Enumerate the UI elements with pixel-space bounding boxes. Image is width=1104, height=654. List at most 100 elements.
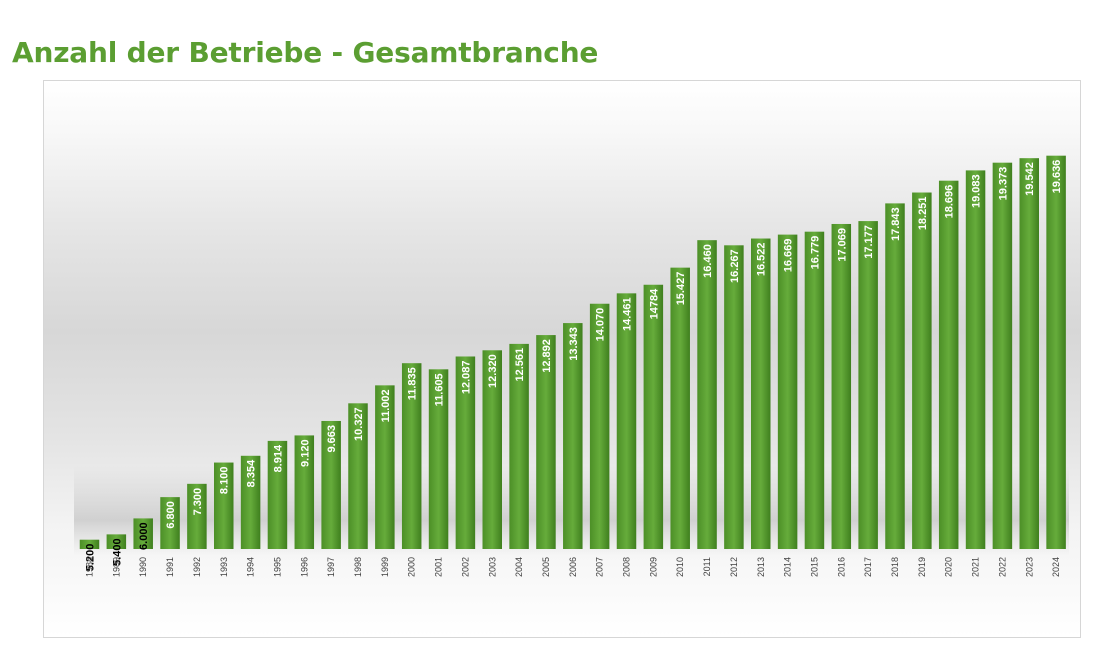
data-label-1999: 11.002 <box>380 389 392 422</box>
x-tick-2001: 2001 <box>434 557 444 577</box>
x-tick-2013: 2013 <box>756 557 766 577</box>
data-label-1992: 7.300 <box>192 488 204 516</box>
data-label-1994: 8.354 <box>246 459 258 487</box>
x-tick-1995: 1995 <box>272 557 282 577</box>
x-tick-2018: 2018 <box>890 557 900 577</box>
x-tick-2004: 2004 <box>514 557 524 577</box>
x-tick-2008: 2008 <box>622 557 632 577</box>
bar-chart: 5.200 5.400 6.000 6.800 7.300 8.100 8.354 8.914… <box>74 155 1069 577</box>
data-label-1990: 6.000 <box>138 522 150 550</box>
data-label-2021: 19.083 <box>971 174 983 208</box>
data-label-2006: 13.343 <box>568 327 580 361</box>
x-tick-2012: 2012 <box>729 557 739 577</box>
bar-1997 <box>321 420 341 549</box>
bar-2016 <box>831 223 852 549</box>
x-tick-1990: 1990 <box>138 557 148 577</box>
bar-2003 <box>482 350 502 549</box>
data-label-2015: 16.779 <box>809 236 821 270</box>
x-tick-1989: 1989 <box>111 557 121 577</box>
x-axis-tick-labels: 1988 1989 1990 1991 1992 1993 1994 1995 1996 1997… <box>85 557 1062 577</box>
bar-2014 <box>777 234 798 550</box>
data-label-2005: 12.892 <box>541 339 553 373</box>
data-label-2004: 12.561 <box>514 348 526 382</box>
bar-2005 <box>536 335 556 549</box>
x-tick-2024: 2024 <box>1051 557 1061 577</box>
bar-2008 <box>616 293 637 549</box>
x-tick-2015: 2015 <box>809 557 819 577</box>
bar-2015 <box>804 231 825 549</box>
data-label-1988: 5.200 <box>85 544 97 572</box>
bars <box>79 155 1066 550</box>
data-label-2017: 17.177 <box>863 225 875 259</box>
bar-2007 <box>589 303 610 549</box>
x-tick-2014: 2014 <box>783 557 793 577</box>
bar-2013 <box>751 238 771 549</box>
bar-2009 <box>643 284 664 549</box>
bar-1988 <box>79 539 100 549</box>
x-tick-2017: 2017 <box>863 557 873 577</box>
x-tick-2000: 2000 <box>407 557 417 577</box>
data-label-2018: 17.843 <box>890 207 902 241</box>
data-label-1996: 9.120 <box>299 439 311 467</box>
data-label-2002: 12.087 <box>460 360 472 394</box>
x-tick-1999: 1999 <box>380 557 390 577</box>
data-label-2020: 18.696 <box>944 185 956 219</box>
data-label-2013: 16.522 <box>756 243 768 277</box>
bar-2018 <box>885 203 905 549</box>
data-label-1998: 10.327 <box>353 407 365 441</box>
bar-2021 <box>965 170 986 549</box>
bar-2024 <box>1046 155 1066 549</box>
bar-1995 <box>267 440 288 549</box>
data-label-2022: 19.373 <box>997 167 1009 201</box>
bar-1998 <box>348 403 368 549</box>
bar-2020 <box>938 180 959 549</box>
data-label-2019: 18.251 <box>917 197 929 231</box>
x-tick-2007: 2007 <box>595 557 605 577</box>
bar-2000 <box>401 363 422 549</box>
x-tick-2020: 2020 <box>944 557 954 577</box>
data-label-2001: 11.605 <box>434 373 446 406</box>
bar-2006 <box>563 323 583 549</box>
bar-2001 <box>428 369 449 549</box>
chart-area: 5.200 5.400 6.000 6.800 7.300 8.100 8.354 8.914… <box>43 80 1081 638</box>
data-label-2014: 16.669 <box>783 239 795 273</box>
x-tick-2011: 2011 <box>702 557 712 576</box>
data-label-2003: 12.320 <box>487 354 499 388</box>
data-label-2009: 14784 <box>648 288 660 319</box>
bar-2019 <box>912 192 932 549</box>
x-tick-1998: 1998 <box>353 557 363 577</box>
bar-2023 <box>1019 158 1039 549</box>
x-tick-2010: 2010 <box>675 557 685 577</box>
bar-2004 <box>509 343 529 549</box>
data-label-2016: 17.069 <box>836 228 848 262</box>
x-tick-1992: 1992 <box>192 557 202 577</box>
x-tick-1996: 1996 <box>299 557 309 577</box>
x-tick-1993: 1993 <box>219 557 229 577</box>
bar-1994 <box>240 455 261 549</box>
x-tick-2003: 2003 <box>487 557 497 577</box>
x-tick-2023: 2023 <box>1024 557 1034 577</box>
data-label-2024: 19.636 <box>1051 160 1063 194</box>
x-tick-2022: 2022 <box>997 557 1007 577</box>
bar-2017 <box>858 221 878 549</box>
data-label-1991: 6.800 <box>165 501 177 529</box>
x-tick-2016: 2016 <box>836 557 846 577</box>
bar-2010 <box>670 267 690 549</box>
x-tick-1991: 1991 <box>165 557 175 577</box>
bar-1989 <box>106 534 127 549</box>
bar-1992 <box>187 483 207 549</box>
data-label-2012: 16.267 <box>729 249 741 283</box>
x-tick-2002: 2002 <box>460 557 470 577</box>
data-label-1997: 9.663 <box>326 425 338 453</box>
data-label-2007: 14.070 <box>595 308 607 342</box>
x-tick-2021: 2021 <box>971 557 981 577</box>
x-tick-1988: 1988 <box>85 557 95 577</box>
x-tick-1994: 1994 <box>246 557 256 577</box>
bar-1990 <box>133 518 153 549</box>
data-label-2000: 11.835 <box>407 367 419 400</box>
data-labels: 5.200 5.400 6.000 6.800 7.300 8.100 8.354 8.914… <box>85 160 1064 572</box>
x-tick-2005: 2005 <box>541 557 551 577</box>
x-tick-2019: 2019 <box>917 557 927 577</box>
bar-2012 <box>724 245 744 550</box>
bar-2002 <box>455 356 476 549</box>
